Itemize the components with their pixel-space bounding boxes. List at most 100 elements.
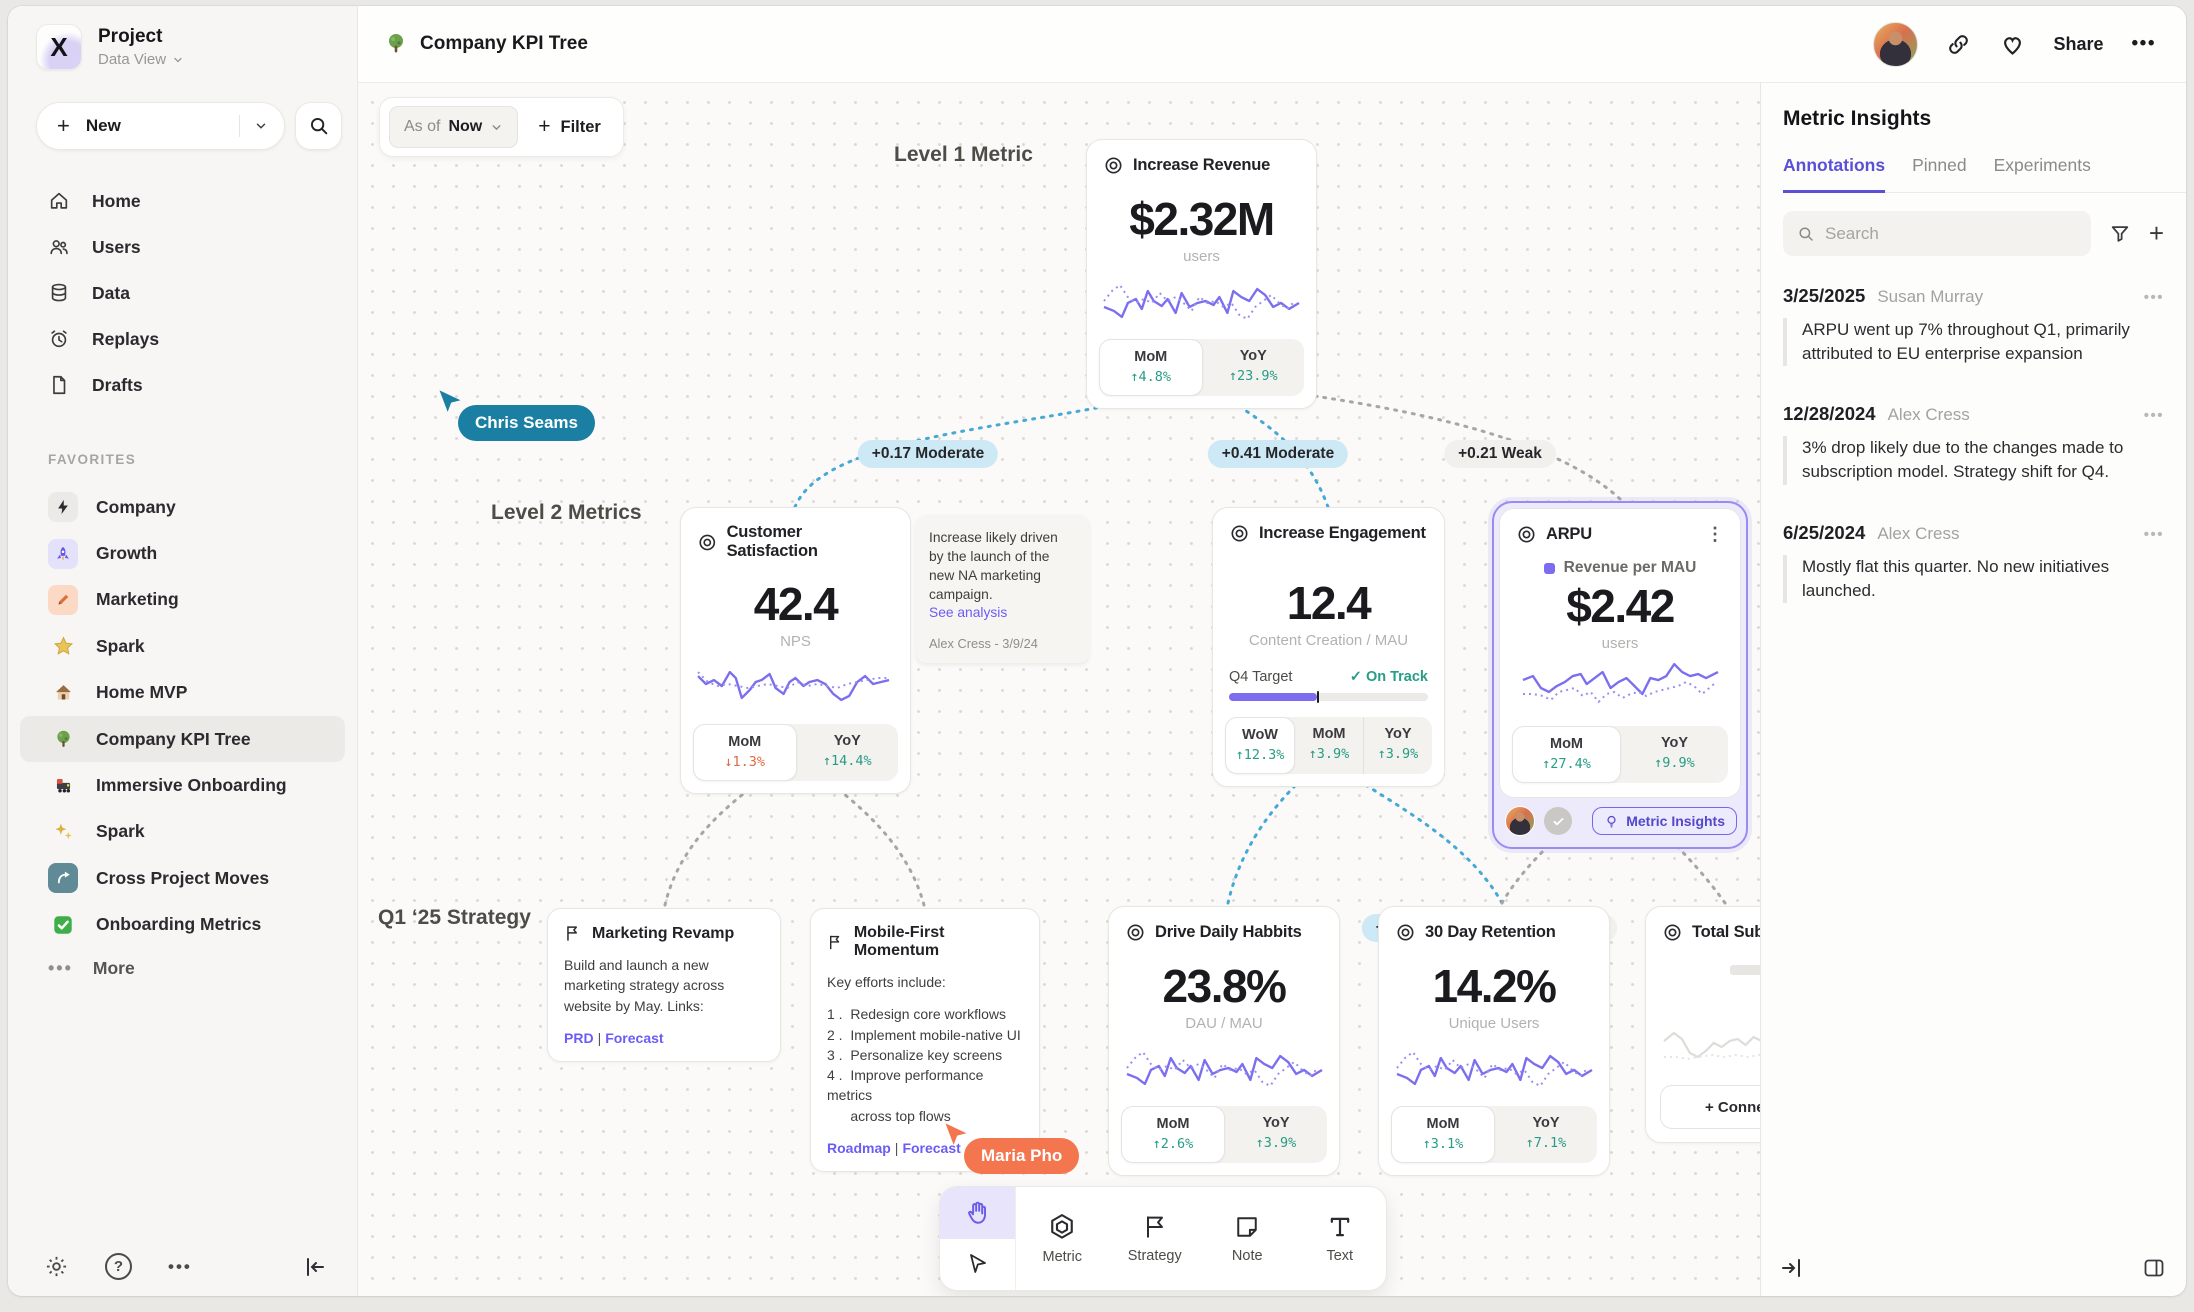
user-avatar[interactable] bbox=[1872, 21, 1918, 67]
annotation-menu-icon[interactable]: ••• bbox=[2143, 525, 2164, 543]
sidebar-item-replays[interactable]: Replays bbox=[20, 316, 345, 362]
sidebar-item-onboarding-metrics[interactable]: Onboarding Metrics bbox=[20, 902, 345, 948]
stat-yoy[interactable]: YoY ↑14.4% bbox=[822, 733, 872, 769]
annotation-item[interactable]: 3/25/2025 Susan Murray ••• ARPU went up … bbox=[1783, 285, 2164, 367]
annotation-item[interactable]: 6/25/2024 Alex Cress ••• Mostly flat thi… bbox=[1783, 522, 2164, 603]
stat-wow[interactable]: WoW ↑12.3% bbox=[1225, 717, 1295, 774]
annotation-text: ARPU went up 7% throughout Q1, primarily… bbox=[1783, 318, 2164, 367]
annotation-author: Susan Murray bbox=[1877, 287, 1984, 306]
metric-unit: Unique Users bbox=[1448, 1015, 1540, 1032]
collapse-sidebar-icon[interactable] bbox=[303, 1255, 327, 1279]
tab-experiments[interactable]: Experiments bbox=[1993, 155, 2091, 175]
stat-mom[interactable]: MoM ↑4.8% bbox=[1099, 339, 1203, 396]
edge-weight-pill: +0.17 Moderate bbox=[857, 440, 999, 468]
stat-mom[interactable]: MoM ↑2.6% bbox=[1121, 1106, 1225, 1163]
annotation-menu-icon[interactable]: ••• bbox=[2143, 407, 2164, 425]
sidebar-item-cross-project-moves[interactable]: Cross Project Moves bbox=[20, 855, 345, 901]
sidebar-item-users[interactable]: Users bbox=[20, 224, 345, 270]
stat-mom[interactable]: MoM ↑3.1% bbox=[1391, 1106, 1495, 1163]
forecast-link[interactable]: Forecast bbox=[902, 1140, 961, 1157]
stat-bar: WoW ↑12.3% MoM ↑3.9% YoY ↑3.9% bbox=[1225, 717, 1432, 774]
select-tool-button[interactable] bbox=[940, 1239, 1015, 1291]
sidebar-search-button[interactable] bbox=[295, 102, 342, 150]
workspace-switcher[interactable]: Data View bbox=[98, 51, 184, 68]
note-tool-button[interactable]: Note bbox=[1201, 1187, 1294, 1290]
copy-link-icon[interactable] bbox=[1946, 32, 1971, 57]
stat-yoy[interactable]: YoY ↑3.9% bbox=[1363, 717, 1432, 774]
cursor-arrow-icon bbox=[945, 1123, 967, 1145]
metric-tool-button[interactable]: Metric bbox=[1016, 1187, 1109, 1290]
stat-yoy[interactable]: YoY ↑23.9% bbox=[1228, 348, 1278, 384]
stat-yoy[interactable]: YoY ↑9.9% bbox=[1654, 735, 1695, 771]
favorite-heart-icon[interactable] bbox=[1999, 31, 2026, 58]
sidebar-item-drafts[interactable]: Drafts bbox=[20, 362, 345, 408]
verified-check-icon bbox=[1544, 807, 1572, 835]
annotation-menu-icon[interactable]: ••• bbox=[2143, 289, 2164, 306]
see-analysis-link[interactable]: See analysis bbox=[929, 605, 1008, 621]
new-button[interactable]: + New bbox=[36, 102, 285, 150]
stat-yoy[interactable]: YoY ↑7.1% bbox=[1525, 1115, 1567, 1151]
connect-data-button[interactable]: + Connec bbox=[1660, 1085, 1760, 1129]
ellipsis-icon: ••• bbox=[48, 958, 73, 978]
help-icon[interactable]: ? bbox=[105, 1253, 132, 1280]
collaborator-avatar[interactable] bbox=[1505, 806, 1535, 836]
kpi-canvas[interactable]: As of Now + Filter Level 1 Metric Level … bbox=[358, 83, 1760, 1296]
text-tool-button[interactable]: Text bbox=[1294, 1187, 1387, 1290]
more-options-icon[interactable]: ••• bbox=[168, 1256, 192, 1276]
stat-mom[interactable]: MoM ↓1.3% bbox=[693, 724, 797, 781]
hand-tool-button[interactable] bbox=[940, 1187, 1015, 1239]
share-button[interactable]: Share bbox=[2053, 33, 2104, 54]
chevron-down-icon[interactable] bbox=[254, 119, 268, 133]
tree-icon bbox=[48, 724, 78, 754]
metric-card-total-subscriptions[interactable]: Total Subscript + Connec bbox=[1645, 906, 1760, 1143]
metric-card-drive-daily-habbits[interactable]: Drive Daily Habbits 23.8% DAU / MAU MoM … bbox=[1108, 906, 1340, 1176]
as-of-dropdown[interactable]: As of Now bbox=[389, 106, 519, 148]
sidebar-item-marketing[interactable]: Marketing bbox=[20, 577, 345, 623]
metric-card-30-day-retention[interactable]: 30 Day Retention 14.2% Unique Users MoM … bbox=[1378, 906, 1610, 1176]
metric-insights-badge[interactable]: Metric Insights bbox=[1592, 807, 1737, 835]
sidebar-item-spark[interactable]: Spark bbox=[20, 623, 345, 669]
expand-panel-icon[interactable] bbox=[1779, 1256, 1803, 1280]
annotation-item[interactable]: 12/28/2024 Alex Cress ••• 3% drop likely… bbox=[1783, 403, 2164, 485]
metric-card-customer-satisfaction[interactable]: Customer Satisfaction 42.4 NPS MoM ↓1.3% bbox=[680, 507, 911, 794]
sidebar-more-button[interactable]: ••• More bbox=[48, 958, 135, 978]
stat-yoy[interactable]: YoY ↑3.9% bbox=[1255, 1115, 1297, 1151]
filter-button[interactable]: + Filter bbox=[538, 115, 601, 138]
tab-pinned[interactable]: Pinned bbox=[1912, 155, 1967, 175]
stat-bar: MoM ↑3.1% YoY ↑7.1% bbox=[1391, 1106, 1597, 1163]
prd-link[interactable]: PRD bbox=[564, 1029, 594, 1046]
tool-palette: Metric Strategy Note Text bbox=[939, 1186, 1387, 1291]
metric-card-arpu-selected[interactable]: ARPU ⋮ Revenue per MAU $2.42 users bbox=[1492, 501, 1748, 849]
metric-target-icon bbox=[1231, 525, 1248, 542]
sidebar-item-growth[interactable]: Growth bbox=[20, 530, 345, 576]
annotation-note[interactable]: Increase likely driven by the launch of … bbox=[916, 515, 1089, 664]
more-options-icon[interactable]: ••• bbox=[2131, 33, 2156, 54]
sidebar-item-home-mvp[interactable]: Home MVP bbox=[20, 670, 345, 716]
strategy-card-marketing-revamp[interactable]: Marketing Revamp Build and launch a new … bbox=[547, 908, 781, 1062]
search-input[interactable] bbox=[1825, 223, 2077, 244]
stat-mom[interactable]: MoM ↑27.4% bbox=[1512, 726, 1621, 783]
stat-mom[interactable]: MoM ↑3.9% bbox=[1308, 726, 1350, 762]
card-menu-kebab-icon[interactable]: ⋮ bbox=[1706, 524, 1724, 544]
metric-unit: users bbox=[1601, 635, 1639, 652]
settings-gear-icon[interactable] bbox=[44, 1254, 69, 1279]
annotations-search[interactable] bbox=[1783, 211, 2091, 256]
tab-annotations[interactable]: Annotations bbox=[1783, 155, 1886, 193]
metric-card-increase-engagement[interactable]: Increase Engagement 12.4 Content Creatio… bbox=[1212, 507, 1445, 787]
workspace-logo[interactable]: X bbox=[36, 24, 82, 70]
sidebar-item-company[interactable]: Company bbox=[20, 484, 345, 530]
sidebar-item-home[interactable]: Home bbox=[20, 178, 345, 224]
strategy-card-mobile-first-momentum[interactable]: Mobile-First Momentum Key efforts includ… bbox=[810, 908, 1040, 1173]
toggle-sidebar-icon[interactable] bbox=[2142, 1256, 2166, 1280]
sidebar-item-spark-2[interactable]: Spark bbox=[20, 809, 345, 855]
strategy-tool-button[interactable]: Strategy bbox=[1109, 1187, 1202, 1290]
add-annotation-icon[interactable]: + bbox=[2148, 218, 2164, 248]
metric-card-increase-revenue[interactable]: Increase Revenue $2.32M users MoM ↑4.8% bbox=[1086, 139, 1317, 409]
forecast-link[interactable]: Forecast bbox=[605, 1029, 664, 1046]
sidebar-item-data[interactable]: Data bbox=[20, 270, 345, 316]
lightbulb-icon bbox=[1607, 815, 1616, 827]
sidebar-item-immersive-onboarding[interactable]: Immersive Onboarding bbox=[20, 762, 345, 808]
filter-funnel-icon[interactable] bbox=[2109, 223, 2131, 245]
roadmap-link[interactable]: Roadmap bbox=[827, 1140, 891, 1157]
sidebar-item-company-kpi-tree[interactable]: Company KPI Tree bbox=[20, 715, 345, 763]
